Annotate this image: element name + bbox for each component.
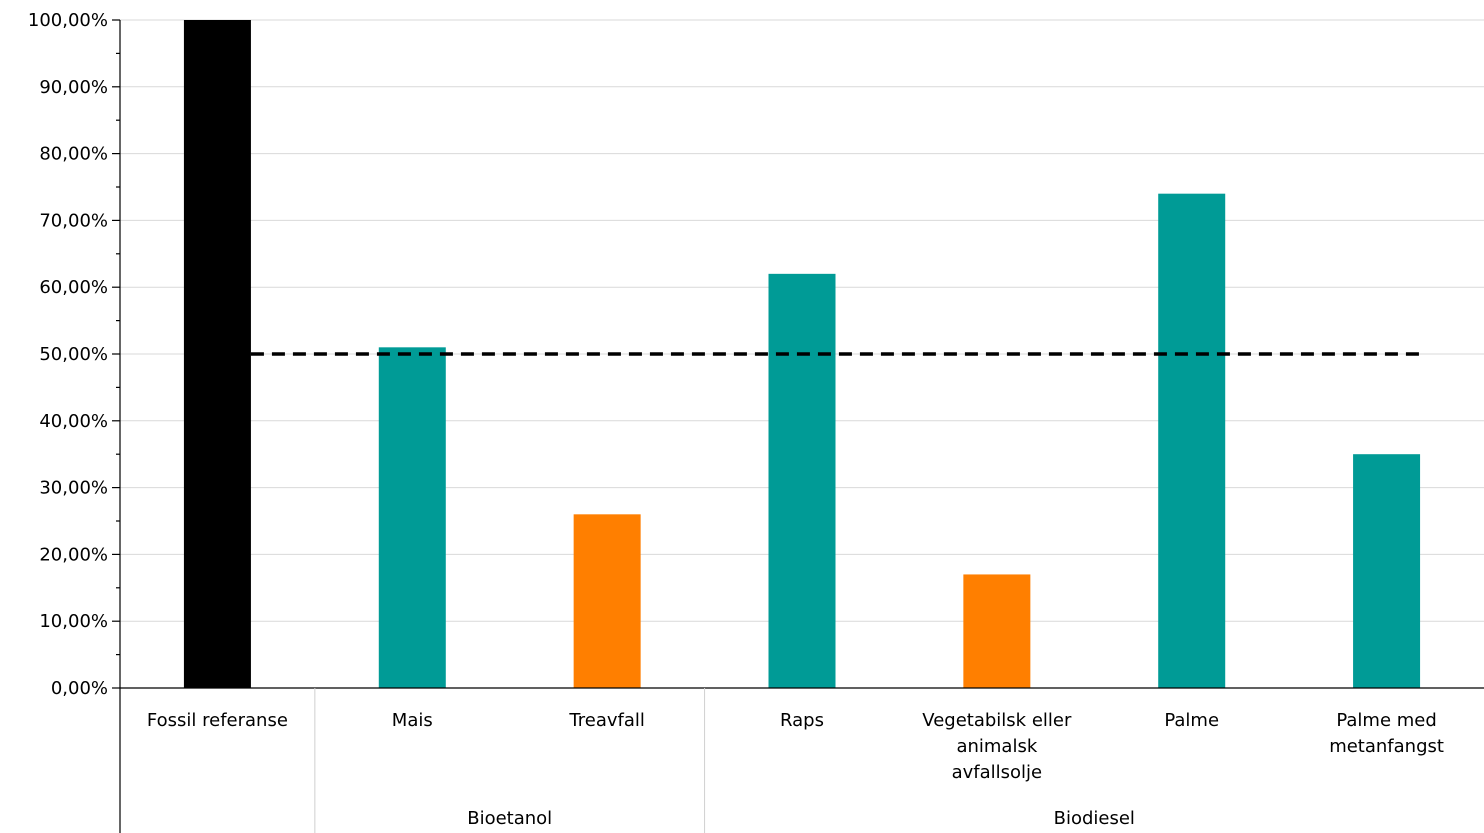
y-tick-label: 100,00% [28,10,108,31]
y-tick-label: 80,00% [39,144,108,165]
x-group-label: Biodiesel [1054,808,1135,829]
bar [378,347,446,688]
bar [1158,193,1226,688]
bar [768,273,836,688]
y-tick-label: 50,00% [39,344,108,365]
bar [1353,454,1421,688]
y-tick-label: 70,00% [39,210,108,231]
y-tick-label: 30,00% [39,478,108,499]
labels: 0,00% 10,00% 20,00% 30,00% 40,00% 50,00% 60,00… [28,10,1444,829]
bar [573,514,641,688]
x-category-label: Mais [392,710,433,731]
x-category-label: Raps [780,710,824,731]
y-tick-label: 20,00% [39,544,108,565]
x-category-label: Palme [1164,710,1219,731]
y-tick-label: 0,00% [51,678,108,699]
bars [183,20,1421,688]
y-tick-label: 90,00% [39,77,108,98]
axes [112,19,1484,833]
y-tick-label: 60,00% [39,277,108,298]
x-category-label: Palme med metanfangst [1329,710,1444,757]
x-category-label: Treavfall [568,710,644,731]
bar [183,20,251,688]
y-tick-label: 10,00% [39,611,108,632]
bar [963,574,1031,688]
x-group-label: Bioetanol [467,808,552,829]
y-tick-label: 40,00% [39,411,108,432]
x-category-label: Vegetabilsk eller animalsk avfallsolje [922,710,1072,783]
x-category-label: Fossil referanse [147,710,288,731]
